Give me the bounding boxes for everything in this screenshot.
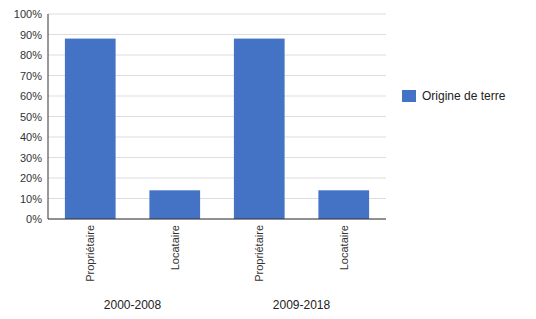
x-tick-label: Propriétaire [84, 225, 96, 282]
grid-line [48, 219, 386, 220]
y-tick-label: 0% [26, 213, 42, 225]
x-tick-label: Propriétaire [253, 225, 265, 282]
grid-line [48, 14, 386, 15]
bar [318, 190, 369, 219]
group-label: 2000-2008 [104, 298, 162, 312]
grid [48, 14, 386, 219]
x-axis [48, 219, 386, 220]
bar [149, 190, 200, 219]
chart-container: 0% 10% 20% 30% 40% 50% 60% 70% 80% 90% 100% Proprié… [0, 0, 536, 319]
legend-label: Origine de terre [422, 89, 506, 103]
y-tick-label: 80% [20, 49, 42, 61]
bars [65, 39, 369, 219]
y-tick-label: 90% [20, 29, 42, 41]
legend: Origine de terre [402, 89, 506, 103]
x-tick-label: Locataire [338, 225, 350, 270]
y-tick-label: 10% [20, 193, 42, 205]
legend-swatch [402, 90, 416, 102]
y-tick-label: 30% [20, 152, 42, 164]
x-tick-label: Locataire [169, 225, 181, 270]
y-tick-label: 70% [20, 70, 42, 82]
y-tick-label: 100% [14, 8, 42, 20]
y-tick-label: 50% [20, 111, 42, 123]
bar [234, 39, 285, 219]
bar [65, 39, 116, 219]
y-tick-label: 60% [20, 90, 42, 102]
grid-line [48, 34, 386, 35]
y-tick-label: 20% [20, 172, 42, 184]
chart: 0% 10% 20% 30% 40% 50% 60% 70% 80% 90% 100% Proprié… [0, 0, 536, 319]
group-label: 2009-2018 [273, 298, 331, 312]
y-axis [48, 14, 49, 219]
y-tick-label: 40% [20, 131, 42, 143]
